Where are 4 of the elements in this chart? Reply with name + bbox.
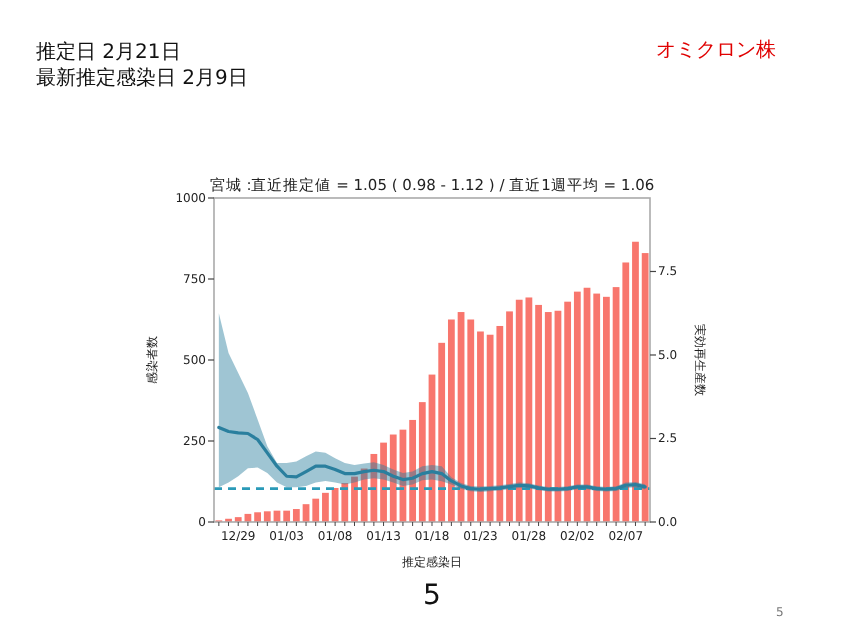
text: 推定日 2月21日	[36, 40, 181, 64]
text: オミクロン株	[656, 38, 776, 62]
text: 5	[423, 580, 441, 612]
text: 最新推定感染日 2月9日	[36, 66, 248, 90]
